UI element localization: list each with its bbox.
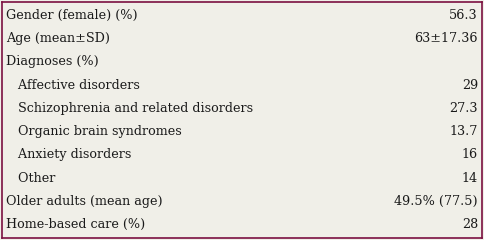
Text: Home-based care (%): Home-based care (%): [6, 218, 145, 231]
Text: Affective disorders: Affective disorders: [6, 79, 140, 92]
Text: Organic brain syndromes: Organic brain syndromes: [6, 125, 182, 138]
Text: 14: 14: [462, 172, 478, 185]
Text: 28: 28: [462, 218, 478, 231]
Text: Other: Other: [6, 172, 55, 185]
Text: Age (mean±SD): Age (mean±SD): [6, 32, 110, 45]
Text: 29: 29: [462, 79, 478, 92]
Text: Anxiety disorders: Anxiety disorders: [6, 148, 131, 161]
Text: Older adults (mean age): Older adults (mean age): [6, 195, 163, 208]
Text: 49.5% (77.5): 49.5% (77.5): [394, 195, 478, 208]
Text: 56.3: 56.3: [449, 9, 478, 22]
Text: Diagnoses (%): Diagnoses (%): [6, 55, 99, 68]
Text: Gender (female) (%): Gender (female) (%): [6, 9, 137, 22]
Text: Schizophrenia and related disorders: Schizophrenia and related disorders: [6, 102, 253, 115]
Text: 13.7: 13.7: [450, 125, 478, 138]
Text: 16: 16: [462, 148, 478, 161]
Text: 27.3: 27.3: [450, 102, 478, 115]
Text: 63±17.36: 63±17.36: [414, 32, 478, 45]
